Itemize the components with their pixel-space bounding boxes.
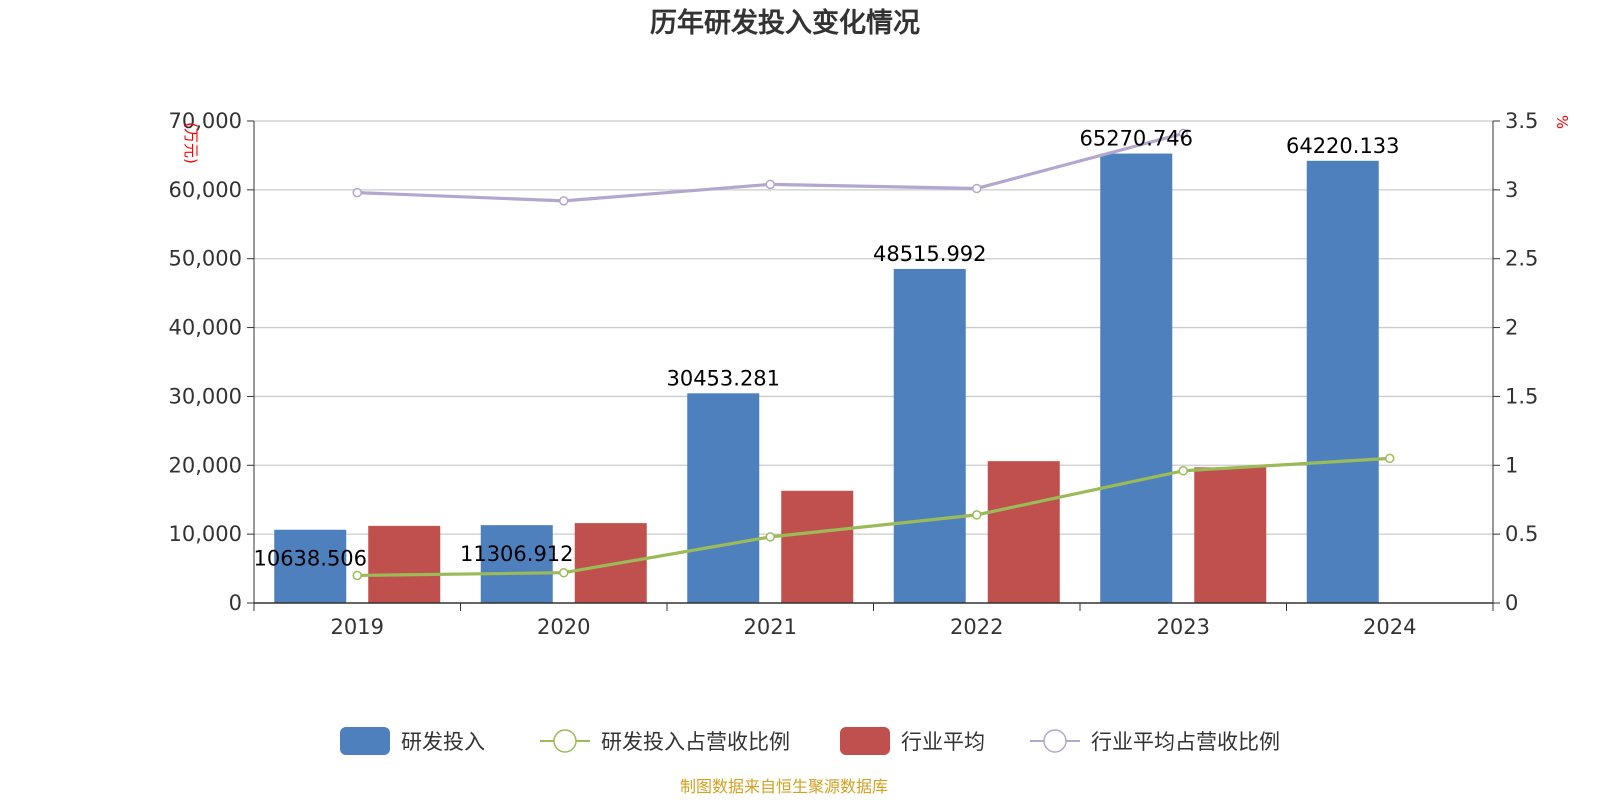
x-tick-label: 2021 <box>744 615 797 639</box>
data-labels: 10638.506 11306.912 30453.281 48515.992 6527… <box>253 127 1399 571</box>
line-point <box>765 179 775 190</box>
data-label: 64220.133 <box>1286 134 1400 158</box>
bar <box>1194 467 1267 603</box>
legend-swatch <box>840 727 890 755</box>
bar <box>480 525 553 603</box>
legend-marker <box>1043 729 1067 753</box>
y-right-tick-label: 0 <box>1505 591 1518 615</box>
bars <box>274 153 1379 604</box>
chart-title: 历年研发投入变化情况 <box>650 7 920 39</box>
y-left-tick-label: 60,000 <box>169 178 242 202</box>
y-right-tick-label: 1.5 <box>1505 384 1538 408</box>
line-point <box>972 183 982 194</box>
line-point <box>559 567 569 578</box>
y-right-tick-label: 3 <box>1505 178 1518 202</box>
y-left-tick-label: 30,000 <box>169 384 242 408</box>
y-right-tick-label: 2 <box>1505 316 1518 340</box>
line-point <box>1178 466 1188 476</box>
lines <box>352 128 1395 581</box>
y-left-tick-label: 10,000 <box>169 522 242 546</box>
bar <box>1100 153 1173 604</box>
x-tick-label: 2023 <box>1157 615 1210 639</box>
y-right-tick-label: 2.5 <box>1505 247 1538 271</box>
data-label: 11306.912 <box>460 542 574 566</box>
line-point <box>972 510 982 520</box>
x-tick-label: 2020 <box>537 615 590 639</box>
line-point <box>352 187 362 198</box>
data-label: 10638.506 <box>253 547 367 571</box>
bar <box>987 461 1060 603</box>
y-left-tick-label: 40,000 <box>169 316 242 340</box>
bar <box>687 393 760 603</box>
y-left-tick-label: 50,000 <box>169 247 242 271</box>
y-right-unit: % <box>1553 115 1571 129</box>
x-tick-label: 2019 <box>331 615 384 639</box>
source-note: 制图数据来自恒生聚源数据库 <box>680 777 888 796</box>
series-line <box>357 456 1390 578</box>
legend-label: 研发投入 <box>401 730 485 754</box>
legend: 研发投入 研发投入占营收比例 行业平均 行业平均占营收比例 <box>340 727 1280 755</box>
bar <box>893 268 966 603</box>
legend-swatch <box>340 727 390 755</box>
bar <box>274 529 347 603</box>
y-right-tick-label: 1 <box>1505 453 1518 477</box>
line-point <box>559 196 569 206</box>
legend-label: 行业平均 <box>901 730 985 754</box>
grid <box>254 120 1493 535</box>
bar <box>1306 160 1379 603</box>
bar <box>368 525 441 603</box>
line-point <box>1178 128 1188 139</box>
x-tick-label: 2022 <box>950 615 1003 639</box>
legend-marker <box>553 729 577 753</box>
y-left-unit: (万元) <box>182 122 200 164</box>
line-point <box>765 532 775 542</box>
y-left-tick-label: 0 <box>229 591 242 615</box>
legend-label: 行业平均占营收比例 <box>1091 730 1280 754</box>
y-left-tick-label: 70,000 <box>169 109 242 133</box>
y-left-tick-label: 20,000 <box>169 453 242 477</box>
x-tick-label: 2024 <box>1363 615 1416 639</box>
line-point <box>1385 453 1395 464</box>
bar <box>781 490 854 603</box>
series-line <box>357 131 1184 203</box>
axes: 0 10,000 20,000 30,000 40,000 50,000 60,000 70,… <box>169 109 1539 639</box>
y-right-tick-label: 3.5 <box>1505 109 1538 133</box>
data-label: 30453.281 <box>666 366 780 390</box>
line-point <box>352 570 362 581</box>
y-right-tick-label: 0.5 <box>1505 522 1538 546</box>
data-label: 48515.992 <box>873 242 987 266</box>
legend-label: 研发投入占营收比例 <box>601 730 790 754</box>
data-label: 65270.746 <box>1079 127 1193 151</box>
